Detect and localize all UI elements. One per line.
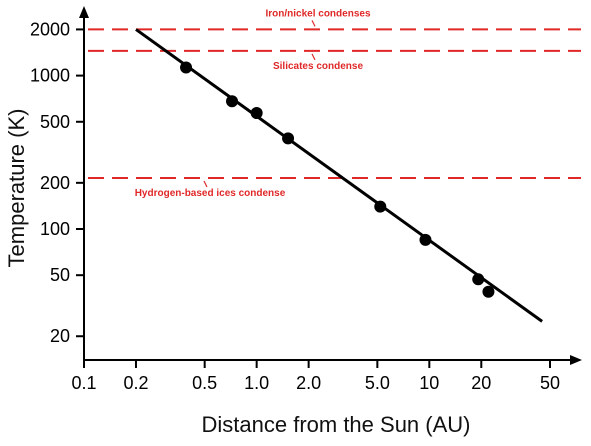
data-point bbox=[419, 233, 432, 246]
x-tick-label: 2.0 bbox=[296, 373, 321, 393]
y-tick-label: 20 bbox=[50, 326, 70, 346]
reference-leader bbox=[203, 180, 208, 188]
y-tick-label: 2000 bbox=[30, 19, 70, 39]
y-tick-label: 1000 bbox=[30, 66, 70, 86]
y-tick-label: 100 bbox=[40, 219, 70, 239]
data-points bbox=[180, 61, 495, 298]
x-ticks: 0.1 0.2 0.5 1.0 2.0 5.0 10 20 50 bbox=[71, 360, 560, 393]
data-point bbox=[250, 107, 263, 120]
x-tick-label: 1.0 bbox=[244, 373, 269, 393]
data-point bbox=[226, 95, 239, 108]
y-axis-arrow bbox=[79, 6, 89, 18]
y-axis-title: Temperature (K) bbox=[4, 109, 29, 268]
reference-label: Iron/nickel condenses bbox=[265, 8, 370, 19]
x-tick-label: 5.0 bbox=[365, 373, 390, 393]
x-tick-label: 0.1 bbox=[71, 373, 96, 393]
y-tick-label: 50 bbox=[50, 265, 70, 285]
reference-label: Hydrogen-based ices condense bbox=[135, 188, 286, 199]
data-point bbox=[180, 61, 193, 74]
data-point bbox=[374, 200, 387, 213]
axes bbox=[79, 6, 582, 365]
reference-label: Silicates condense bbox=[273, 61, 363, 72]
x-axis-title: Distance from the Sun (AU) bbox=[202, 412, 471, 437]
reference-lines: Iron/nickel condenses Silicates condense H… bbox=[88, 8, 581, 199]
reference-leader bbox=[311, 53, 316, 61]
data-point bbox=[282, 132, 295, 145]
reference-leader bbox=[311, 20, 316, 27]
trend-line bbox=[135, 28, 543, 323]
trend-line-group bbox=[135, 28, 543, 323]
y-tick-label: 500 bbox=[40, 112, 70, 132]
x-tick-label: 10 bbox=[419, 373, 439, 393]
x-axis-arrow bbox=[570, 355, 582, 365]
data-point bbox=[472, 273, 485, 286]
x-tick-label: 50 bbox=[540, 373, 560, 393]
data-point bbox=[482, 285, 495, 298]
x-tick-label: 0.2 bbox=[123, 373, 148, 393]
y-tick-label: 200 bbox=[40, 173, 70, 193]
y-ticks: 20 50 100 200 500 1000 2000 bbox=[30, 19, 84, 346]
x-tick-label: 0.5 bbox=[192, 373, 217, 393]
x-tick-label: 20 bbox=[471, 373, 491, 393]
